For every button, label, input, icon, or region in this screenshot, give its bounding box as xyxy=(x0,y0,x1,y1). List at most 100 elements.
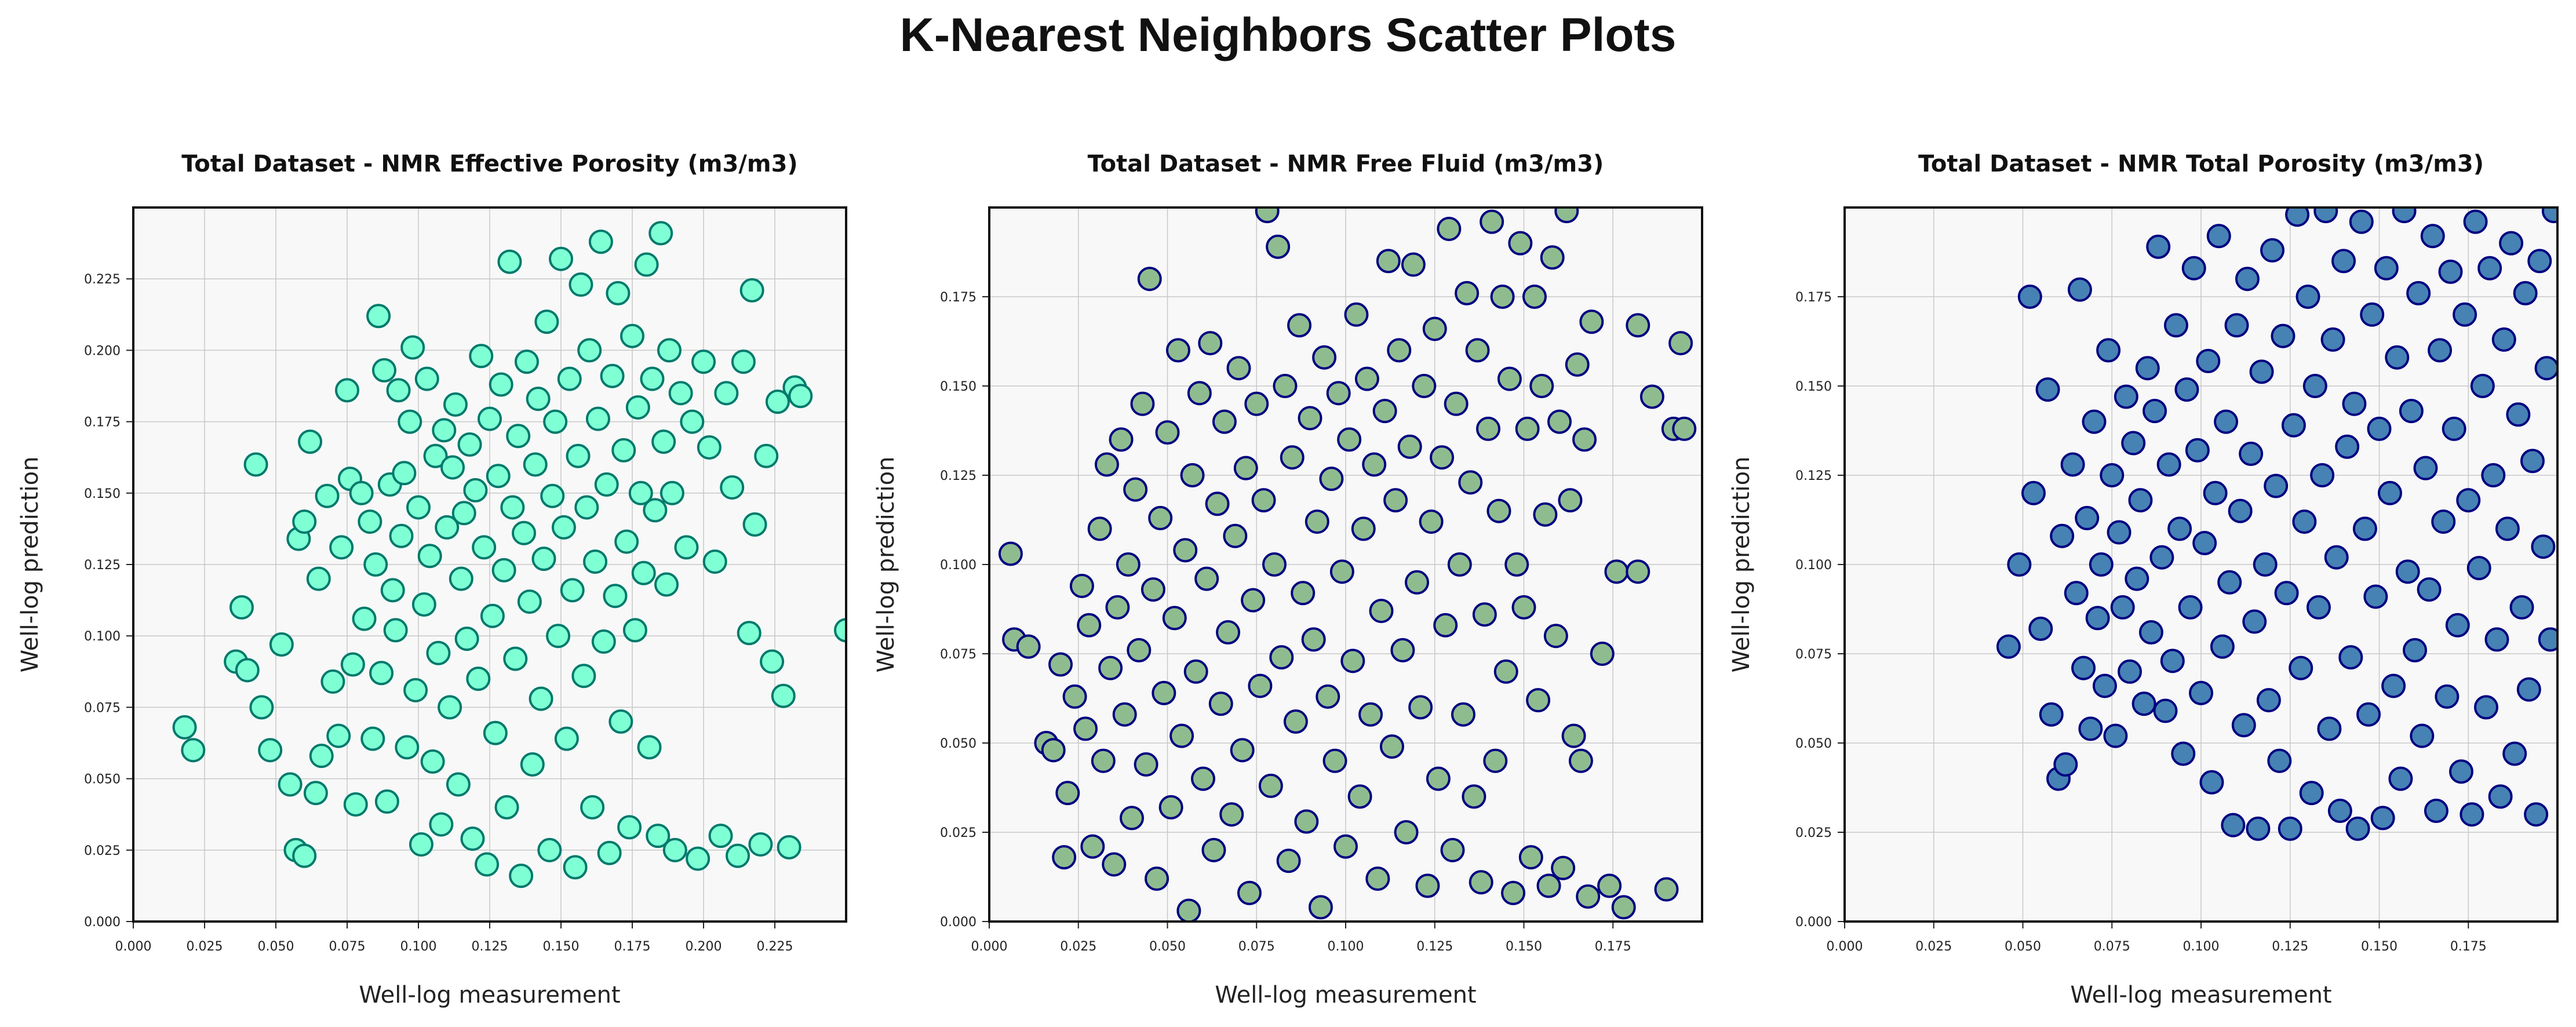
scatter-point xyxy=(1091,748,1116,773)
scatter-point xyxy=(651,429,676,454)
scatter-point xyxy=(483,720,508,745)
scatter-point xyxy=(1048,652,1073,677)
scatter-point xyxy=(2541,207,2557,224)
scatter-point xyxy=(1397,434,1422,459)
scatter-point xyxy=(739,278,764,303)
scatter-point xyxy=(2460,802,2484,827)
scatter-point xyxy=(1419,509,1444,534)
scatter-point xyxy=(2231,713,2256,738)
scatter-point xyxy=(2039,702,2064,727)
scatter-point xyxy=(2335,434,2360,459)
scatter-point xyxy=(617,815,642,840)
scatter-point xyxy=(343,792,368,817)
scatter-point xyxy=(414,366,439,391)
y-tick-label: 0.050 xyxy=(940,737,977,751)
scatter-point xyxy=(1504,552,1529,577)
y-tick-label: 0.200 xyxy=(84,344,121,358)
scatter-point xyxy=(2363,584,2388,609)
scatter-point xyxy=(2210,634,2235,659)
scatter-point xyxy=(777,835,801,860)
scatter-point xyxy=(1447,552,1472,577)
scatter-point xyxy=(2181,256,2206,281)
scatter-point xyxy=(457,432,482,457)
scatter-point xyxy=(1433,613,1458,638)
scatter-point xyxy=(2146,234,2171,259)
scatter-point xyxy=(1668,331,1693,356)
scatter-point xyxy=(2085,606,2110,631)
scatter-point xyxy=(514,349,539,374)
scatter-point xyxy=(614,529,639,554)
scatter-point xyxy=(2228,498,2253,523)
scatter-point xyxy=(654,572,679,597)
scatter-point xyxy=(834,618,846,643)
plot-frame xyxy=(988,206,1703,923)
scatter-point xyxy=(2403,638,2427,662)
scatter-point xyxy=(2067,277,2092,302)
scatter-point xyxy=(1383,488,1408,513)
scatter-point xyxy=(2217,570,2242,595)
scatter-point xyxy=(560,578,585,603)
scatter-point xyxy=(360,726,385,751)
scatter-point xyxy=(2392,207,2417,224)
x-tick-label: 0.150 xyxy=(1506,939,1542,954)
scatter-point xyxy=(1551,855,1576,880)
scatter-point xyxy=(1080,834,1105,859)
scatter-point xyxy=(1344,302,1369,327)
scatter-point xyxy=(543,409,568,434)
scatter-point xyxy=(2388,766,2413,791)
scatter-point xyxy=(2028,616,2053,641)
y-tick-label: 0.050 xyxy=(84,773,121,787)
scatter-point xyxy=(2531,534,2556,559)
scatter-point xyxy=(537,837,562,862)
scatter-point xyxy=(2377,480,2402,505)
scatter-point xyxy=(1354,366,1379,391)
scatter-point xyxy=(2313,207,2338,224)
scatter-point xyxy=(2163,313,2188,338)
scatter-point xyxy=(400,335,425,360)
scatter-point xyxy=(1480,209,1504,234)
scatter-point xyxy=(2064,581,2089,606)
scatter-point xyxy=(726,843,750,868)
y-tick-label: 0.075 xyxy=(1795,647,1832,662)
scatter-point xyxy=(1233,456,1258,480)
scatter-point xyxy=(611,438,636,462)
scatter-point xyxy=(1415,873,1440,898)
y-tick-label: 0.175 xyxy=(940,290,977,305)
scatter-point xyxy=(392,461,417,486)
scatter-point xyxy=(2178,595,2203,620)
scatter-point xyxy=(2449,759,2473,784)
scatter-point xyxy=(1262,552,1287,577)
scatter-point xyxy=(320,669,345,694)
scatter-point xyxy=(2424,799,2449,824)
scatter-point xyxy=(714,381,739,406)
scatter-point xyxy=(2128,488,2153,513)
scatter-point xyxy=(1540,245,1565,270)
scatter-point xyxy=(526,387,551,411)
scatter-point xyxy=(1173,538,1198,563)
scatter-point xyxy=(2278,816,2302,841)
scatter-point xyxy=(466,667,491,691)
scatter-point xyxy=(278,772,303,797)
scatter-point xyxy=(1062,684,1087,709)
scatter-point xyxy=(1305,509,1329,534)
scatter-point xyxy=(2466,556,2491,581)
scatter-point xyxy=(1312,345,1337,370)
scatter-point xyxy=(2296,285,2320,309)
scatter-point xyxy=(1558,488,1583,513)
scatter-point xyxy=(2399,399,2424,424)
scatter-point xyxy=(1351,516,1376,541)
scatter-point xyxy=(737,621,761,646)
x-tick-label: 0.050 xyxy=(2005,939,2041,954)
scatter-point xyxy=(637,735,662,760)
scatter-point xyxy=(229,595,254,620)
scatter-point xyxy=(765,389,790,414)
scatter-point xyxy=(2160,649,2185,673)
scatter-point xyxy=(1672,416,1697,441)
x-tick-label: 0.150 xyxy=(2361,939,2398,954)
scatter-point xyxy=(2110,595,2135,620)
scatter-point xyxy=(1134,752,1158,777)
scatter-point xyxy=(2374,256,2399,281)
x-tick-label: 0.025 xyxy=(1060,939,1096,954)
scatter-point xyxy=(1165,338,1190,363)
scatter-point xyxy=(1109,427,1134,452)
